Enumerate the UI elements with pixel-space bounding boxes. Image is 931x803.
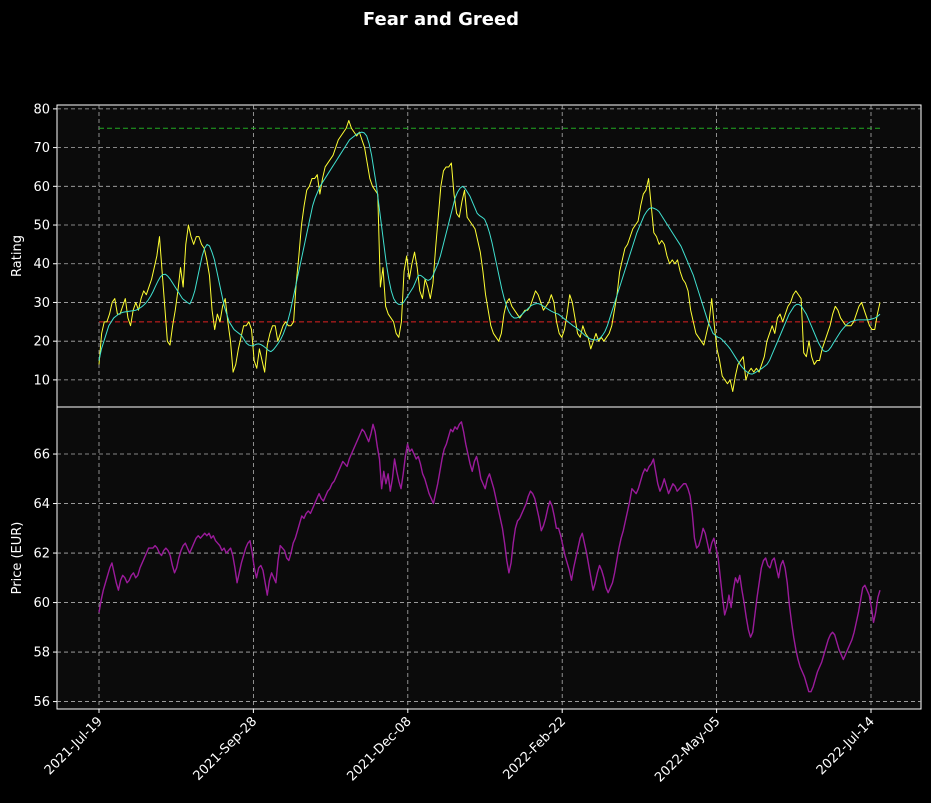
chart-title: Fear and Greed [363,9,519,30]
price-plot-area [56,406,922,710]
rating-y-tick-label: 30 [33,296,50,311]
x-tick-label: 2022-Feb-22 [500,714,569,783]
rating-x-grid [98,105,872,407]
x-tick-label: 2021-Sep-28 [191,714,261,784]
price-y-tick-label: 58 [33,646,50,661]
price-y-tick-label: 62 [33,547,50,562]
rating-y-tick-label: 70 [33,141,50,156]
rating-series [98,119,881,393]
x-tick-label: 2022-Jul-14 [814,714,878,778]
price-y-tick-label: 60 [33,596,50,611]
rating-plot-area [56,104,922,408]
price-y-tick-label: 56 [33,695,50,710]
price-y-tick-label: 66 [33,448,50,463]
rating-series-line-0 [98,119,881,393]
x-tick-label: 2022-May-05 [652,714,723,785]
rating-y-tick-label: 50 [33,219,50,234]
rating-y-tick-label: 40 [33,257,50,272]
x-tick-label: 2021-Jul-19 [42,714,106,778]
rating-y-ticks: 10 20 30 40 50 60 70 80 [33,102,57,388]
price-series [98,421,881,693]
price-axis-label: Price (EUR) [10,522,25,595]
price-y-grid [57,453,921,702]
price-y-tick-label: 64 [33,497,50,512]
rating-y-tick-label: 60 [33,180,50,195]
rating-axis-label: Rating [10,235,25,277]
date-x-ticks: 2021-Jul-19 2021-Sep-28 2021-Dec-08 2022-Fe… [42,709,878,785]
x-tick-label: 2021-Dec-08 [345,714,415,784]
rating-y-tick-label: 10 [33,373,50,388]
rating-y-tick-label: 80 [33,102,50,117]
price-series-line-0 [98,421,881,693]
rating-series-line-1 [98,131,881,375]
price-y-ticks: 56 58 60 62 64 66 [33,448,57,710]
rating-y-tick-label: 20 [33,335,50,350]
rating-panel: 10 20 30 40 50 60 70 80 Rating [10,102,922,408]
